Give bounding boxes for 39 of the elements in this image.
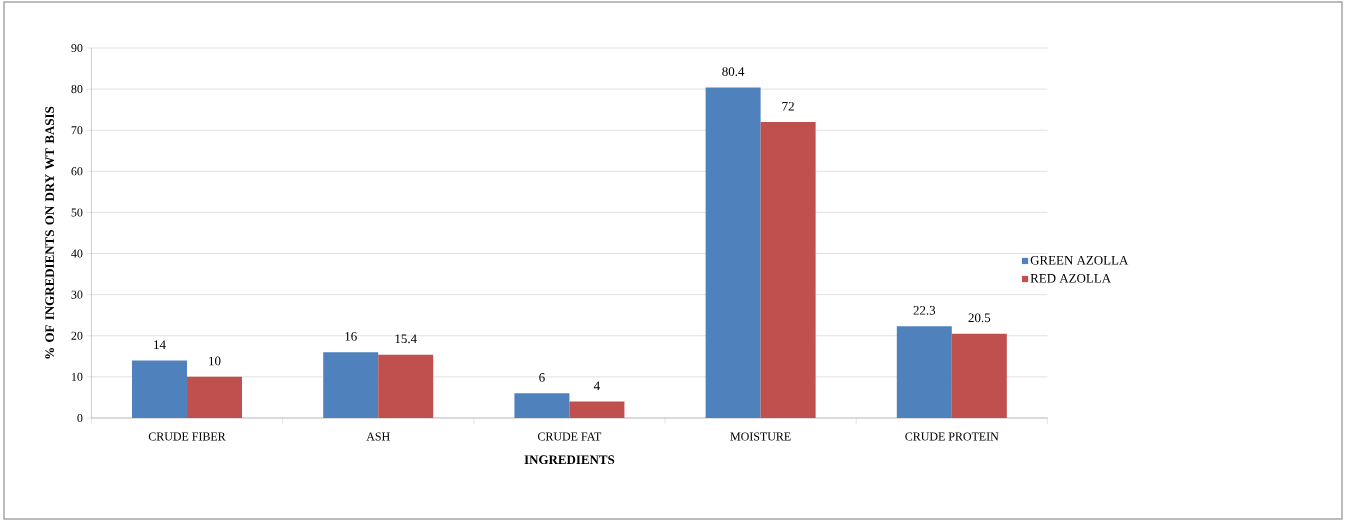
x-axis-title: INGREDIENTS <box>524 455 615 465</box>
data-label: 4 <box>593 381 600 391</box>
data-label: 10 <box>209 356 221 366</box>
y-tick-label: 80 <box>71 85 83 94</box>
data-label: 16 <box>345 331 357 341</box>
y-tick-label: 90 <box>71 43 83 53</box>
bar <box>378 354 434 418</box>
data-label: 6 <box>539 373 545 382</box>
x-tick-label: CRUDE PROTEIN <box>905 432 999 441</box>
bar <box>569 401 625 418</box>
y-tick-label: 50 <box>71 208 83 217</box>
bar <box>951 333 1007 418</box>
bar <box>187 376 243 418</box>
bar <box>514 393 570 418</box>
y-tick-label: 20 <box>71 331 83 340</box>
data-label: 72 <box>782 101 794 111</box>
data-label: 20.5 <box>968 313 991 323</box>
x-tick-label: MOISTURE <box>730 432 791 441</box>
bar <box>132 360 188 418</box>
x-tick-label: CRUDE FIBER <box>148 432 226 441</box>
y-axis-title: % OF INGREDIENTS ON DRY WT BASIS <box>45 106 55 359</box>
y-tick-label: 0 <box>77 413 83 423</box>
data-label: 15.4 <box>395 334 417 344</box>
data-label: 22.3 <box>913 306 936 315</box>
x-tick-label: CRUDE FAT <box>537 432 602 441</box>
y-tick-label: 40 <box>71 249 83 258</box>
bar <box>705 87 761 418</box>
bar <box>323 352 379 418</box>
bar <box>760 121 816 418</box>
y-tick-label: 10 <box>71 372 83 381</box>
data-label: 80.4 <box>722 67 745 76</box>
y-tick-label: 30 <box>71 290 83 299</box>
y-tick-label: 60 <box>71 167 83 176</box>
legend-label: RED AZOLLA <box>1030 273 1111 283</box>
x-tick-label: ASH <box>366 432 390 441</box>
legend-label: GREEN AZOLLA <box>1030 255 1129 265</box>
y-tick-label: 70 <box>71 126 83 135</box>
data-label: 14 <box>154 340 166 349</box>
bar <box>896 326 952 418</box>
